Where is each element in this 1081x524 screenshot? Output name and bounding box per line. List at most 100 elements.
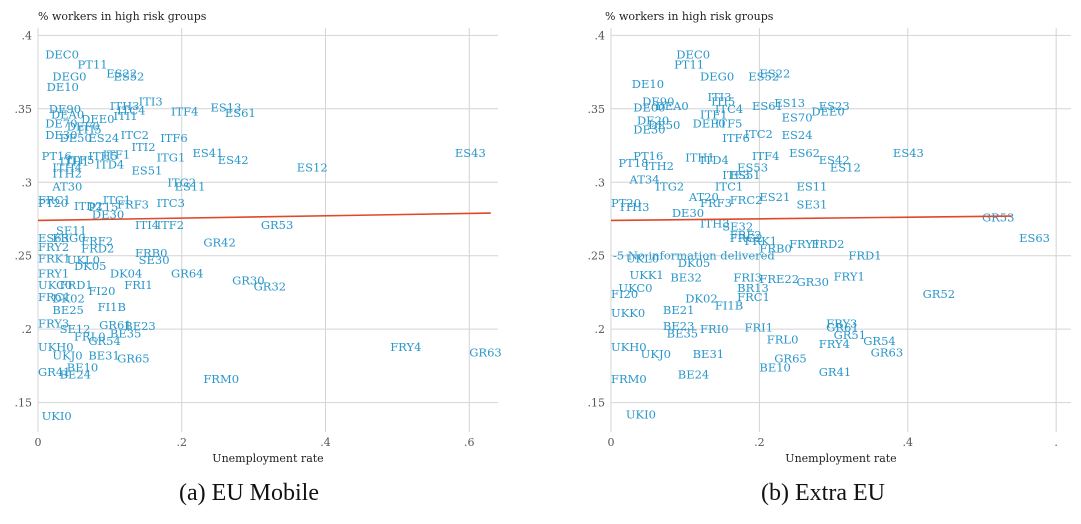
point-label: GR65 xyxy=(774,352,806,366)
point-label: DE30 xyxy=(92,208,124,222)
point-label: ES11 xyxy=(175,180,206,194)
point-label: GR32 xyxy=(254,280,286,294)
point-label: ITH2 xyxy=(52,166,82,180)
point-label: ES13 xyxy=(774,96,805,110)
point-label: FRY4 xyxy=(390,340,421,354)
point-label: GR51 xyxy=(834,328,866,342)
point-label: FRF3 xyxy=(117,197,149,211)
point-label: ES22 xyxy=(759,67,790,81)
x-tick-label: .4 xyxy=(320,436,331,449)
point-label: FRG2 xyxy=(730,231,763,245)
point-label: DEF0 xyxy=(693,116,726,130)
point-label: ITD2 xyxy=(74,199,103,213)
point-label: ES43 xyxy=(893,146,924,160)
point-label: FRD2 xyxy=(81,241,114,255)
point-label: FRC1 xyxy=(38,290,71,304)
point-label: DE90 xyxy=(642,94,674,108)
point-label: ES12 xyxy=(297,161,328,175)
point-label: GR42 xyxy=(203,235,235,249)
point-label: DK05 xyxy=(678,256,710,270)
point-label: ES43 xyxy=(455,146,486,160)
x-tick-label: . xyxy=(1054,436,1058,449)
point-label: DE20 xyxy=(637,114,669,128)
point-label: FRL0 xyxy=(767,332,799,346)
point-label: FRK1 xyxy=(38,252,71,266)
point-label: FRY3 xyxy=(38,316,69,330)
y-tick-label: .3 xyxy=(595,176,606,189)
point-label: FRD2 xyxy=(811,237,844,251)
point-label: UKJ0 xyxy=(641,347,671,361)
point-label: BE32 xyxy=(670,271,701,285)
point-label: ITC2 xyxy=(745,127,773,141)
point-label: GR54 xyxy=(863,334,895,348)
x-tick-label: .4 xyxy=(903,436,914,449)
point-label: ES13 xyxy=(211,100,242,114)
point-label: DE50 xyxy=(60,131,92,145)
point-label: ITF1 xyxy=(103,147,131,161)
point-label: ITH1 xyxy=(685,150,715,164)
point-label: ES24 xyxy=(782,128,813,142)
point-label: PT16 xyxy=(42,149,72,163)
point-label: GR54 xyxy=(88,334,120,348)
point-label: FRD1 xyxy=(848,249,881,263)
point-label: AT20 xyxy=(688,190,719,204)
point-label: DE50 xyxy=(648,118,680,132)
point-label: GR63 xyxy=(469,346,501,360)
point-label: DE90 xyxy=(49,102,81,116)
point-label: ES62 xyxy=(789,146,820,160)
point-label: FRE22 xyxy=(759,272,799,286)
point-label: GR30 xyxy=(796,275,828,289)
point-label: PT16 xyxy=(633,149,663,163)
x-tick-label: .6 xyxy=(464,436,475,449)
point-label: ES52 xyxy=(748,69,779,83)
y-tick-label: .4 xyxy=(595,29,606,42)
point-label: FRD1 xyxy=(60,278,93,292)
point-label: ES51 xyxy=(131,164,162,178)
point-label: UKC0 xyxy=(618,281,652,295)
point-label: DE10 xyxy=(47,80,79,94)
point-label: DK04 xyxy=(110,266,142,280)
point-label: ES41 xyxy=(193,146,224,160)
point-label: PT15 xyxy=(88,200,118,214)
point-label: SE32 xyxy=(722,219,753,233)
point-label: ES21 xyxy=(759,190,790,204)
panel-extra-eu: .15 .2 .25 .3 .35 .4 0 .2 .4. % workers in high r… xyxy=(588,10,1071,506)
point-label: BE10 xyxy=(759,360,790,374)
point-label: FRY2 xyxy=(38,240,69,254)
point-label: UKH0 xyxy=(38,340,74,354)
point-label: UKJ0 xyxy=(52,349,82,363)
point-label: ES24 xyxy=(88,131,119,145)
point-label: GR61 xyxy=(826,321,858,335)
point-label: ITF2 xyxy=(157,218,185,232)
point-label: UKK0 xyxy=(611,306,645,320)
point-label: DK05 xyxy=(74,259,106,273)
point-label: ITC4 xyxy=(117,103,145,117)
y-tick-label: .4 xyxy=(22,29,33,42)
point-label: FRB0 xyxy=(135,246,167,260)
point-label: DK02 xyxy=(52,291,84,305)
point-label: PT20 xyxy=(38,196,68,210)
point-label: ITH5 xyxy=(88,149,118,163)
point-label: FI20 xyxy=(88,284,115,298)
point-label: ITD4 xyxy=(700,153,729,167)
point-label: ES53 xyxy=(737,161,768,175)
point-label: ITF6 xyxy=(722,131,750,145)
point-label: ES23 xyxy=(819,99,850,113)
point-label: FRL0 xyxy=(74,330,106,344)
point-label: ES61 xyxy=(225,106,256,120)
point-label: FRF2 xyxy=(730,228,762,242)
point-label: DEA0 xyxy=(656,99,689,113)
point-label: ITI5 xyxy=(711,94,735,108)
y-tick-label: .2 xyxy=(22,323,33,336)
point-label: ES61 xyxy=(752,99,783,113)
point-label: ITF5 xyxy=(67,153,95,167)
point-label: ITC2 xyxy=(121,128,149,142)
point-label: BE31 xyxy=(693,347,724,361)
point-label: DEA0 xyxy=(51,108,84,122)
point-label: FI1B xyxy=(98,300,126,314)
point-label: UKH0 xyxy=(611,340,647,354)
point-label: ES70 xyxy=(782,111,813,125)
point-label: FRY1 xyxy=(834,269,865,283)
point-label: ITI5 xyxy=(78,122,102,136)
